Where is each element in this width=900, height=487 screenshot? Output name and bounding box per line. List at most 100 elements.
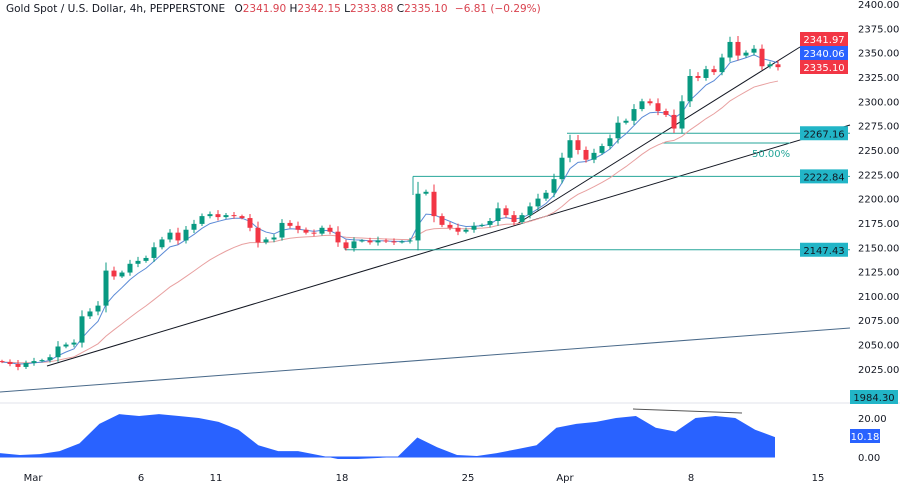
candle-body (327, 227, 333, 232)
candle-body (647, 101, 653, 104)
candle-body (223, 215, 229, 218)
y-tick-label: 2250.00 (858, 146, 899, 157)
candle-body (183, 229, 189, 241)
indicator-value-tag (850, 429, 880, 443)
candle-body (167, 232, 173, 240)
fast-moving-average (1, 54, 779, 365)
x-tick-label: 11 (210, 473, 223, 484)
candle-body (439, 216, 445, 225)
candle-body (503, 208, 509, 216)
indicator-area (0, 414, 775, 459)
candle-body (23, 363, 29, 367)
candle-body (207, 214, 213, 217)
candle-body (87, 311, 93, 317)
y-tick-label: 2200.00 (858, 195, 899, 206)
candle-body (471, 225, 477, 230)
candle-body (151, 247, 157, 258)
change-value: −6.81 (−0.29%) (454, 3, 541, 15)
y-tick-label: 2125.00 (858, 268, 899, 279)
current-price-tag (800, 46, 848, 60)
candle-body (95, 305, 101, 312)
indicator-value-label: 10.18 (851, 432, 880, 443)
candle-body (543, 192, 549, 199)
candle-body (191, 223, 197, 230)
candle-body (399, 241, 405, 243)
candle-body (623, 120, 629, 123)
chart-legend: Gold Spot / U.S. Dollar, 4h, PEPPERSTONE… (6, 3, 541, 15)
current-price-label: 2335.10 (803, 63, 844, 74)
y-tick-label: 2075.00 (858, 316, 899, 327)
x-tick-label: 25 (462, 473, 475, 484)
candle-body (295, 225, 301, 230)
candle-body (359, 240, 365, 242)
trendline-steep (516, 46, 801, 225)
candle-body (15, 364, 21, 367)
slow-moving-average (1, 80, 779, 364)
x-tick-label: 8 (688, 473, 694, 484)
y-tick-label: 2100.00 (858, 292, 899, 303)
candle-body (583, 149, 589, 160)
high-value: 2342.15 (297, 3, 341, 15)
candle-body (575, 140, 581, 150)
level-price-label: 2267.16 (803, 129, 844, 140)
candle-body (655, 103, 661, 112)
level-price-tag (800, 169, 848, 184)
candle-body (79, 316, 85, 343)
high-label: H (289, 3, 298, 15)
candle-body (391, 241, 397, 243)
y-tick-label: 2400.00 (858, 0, 899, 11)
y-tick-label: 2275.00 (858, 122, 899, 133)
current-price-tag (800, 32, 848, 46)
candle-body (103, 270, 109, 306)
candle-body (751, 48, 757, 53)
candle-body (551, 179, 557, 193)
candle-body (39, 360, 45, 362)
candle-body (71, 342, 77, 345)
y-tick-label: 2325.00 (858, 73, 899, 84)
candle-body (687, 76, 693, 102)
candle-body (135, 260, 141, 264)
candle-body (319, 227, 325, 234)
bottom-price-tag (850, 390, 898, 404)
open-value: 2341.90 (242, 3, 287, 15)
candle-body (591, 152, 597, 160)
candle-body (455, 227, 461, 232)
current-price-label: 2341.97 (803, 35, 844, 46)
x-tick-label: 18 (336, 473, 349, 484)
candle-body (343, 242, 349, 249)
candle-body (375, 240, 381, 243)
divergence-line (632, 408, 743, 414)
y-tick-label: 2150.00 (858, 243, 899, 254)
level-price-label: 2147.43 (803, 246, 844, 257)
current-price-label: 2340.06 (803, 49, 844, 60)
candle-body (239, 216, 245, 219)
long-trendline (0, 327, 851, 393)
x-tick-label: Mar (24, 473, 44, 484)
candle-body (111, 270, 117, 277)
candle-body (287, 222, 293, 226)
candle-body (127, 263, 133, 273)
candle-body (495, 208, 501, 221)
candle-body (559, 157, 565, 180)
candle-body (711, 69, 717, 73)
candle-body (367, 240, 373, 243)
candle-body (159, 239, 165, 248)
candle-body (55, 346, 61, 358)
symbol-title: Gold Spot / U.S. Dollar, 4h, PEPPERSTONE (6, 3, 226, 15)
candle-body (743, 52, 749, 56)
open-label: O (234, 3, 243, 15)
candle-body (479, 224, 485, 226)
level-price-tag (800, 126, 848, 141)
candle-body (615, 122, 621, 139)
level-price-label: 2222.84 (803, 172, 844, 183)
candle-body (423, 191, 429, 194)
y-tick-label: 2300.00 (858, 97, 899, 108)
candle-body (703, 69, 709, 78)
fib-50-label: 50.00% (752, 149, 790, 160)
x-tick-label: 6 (138, 473, 144, 484)
candle-body (279, 222, 285, 238)
candle-body (311, 232, 317, 234)
candle-body (463, 229, 469, 232)
x-tick-label: Apr (556, 473, 574, 484)
